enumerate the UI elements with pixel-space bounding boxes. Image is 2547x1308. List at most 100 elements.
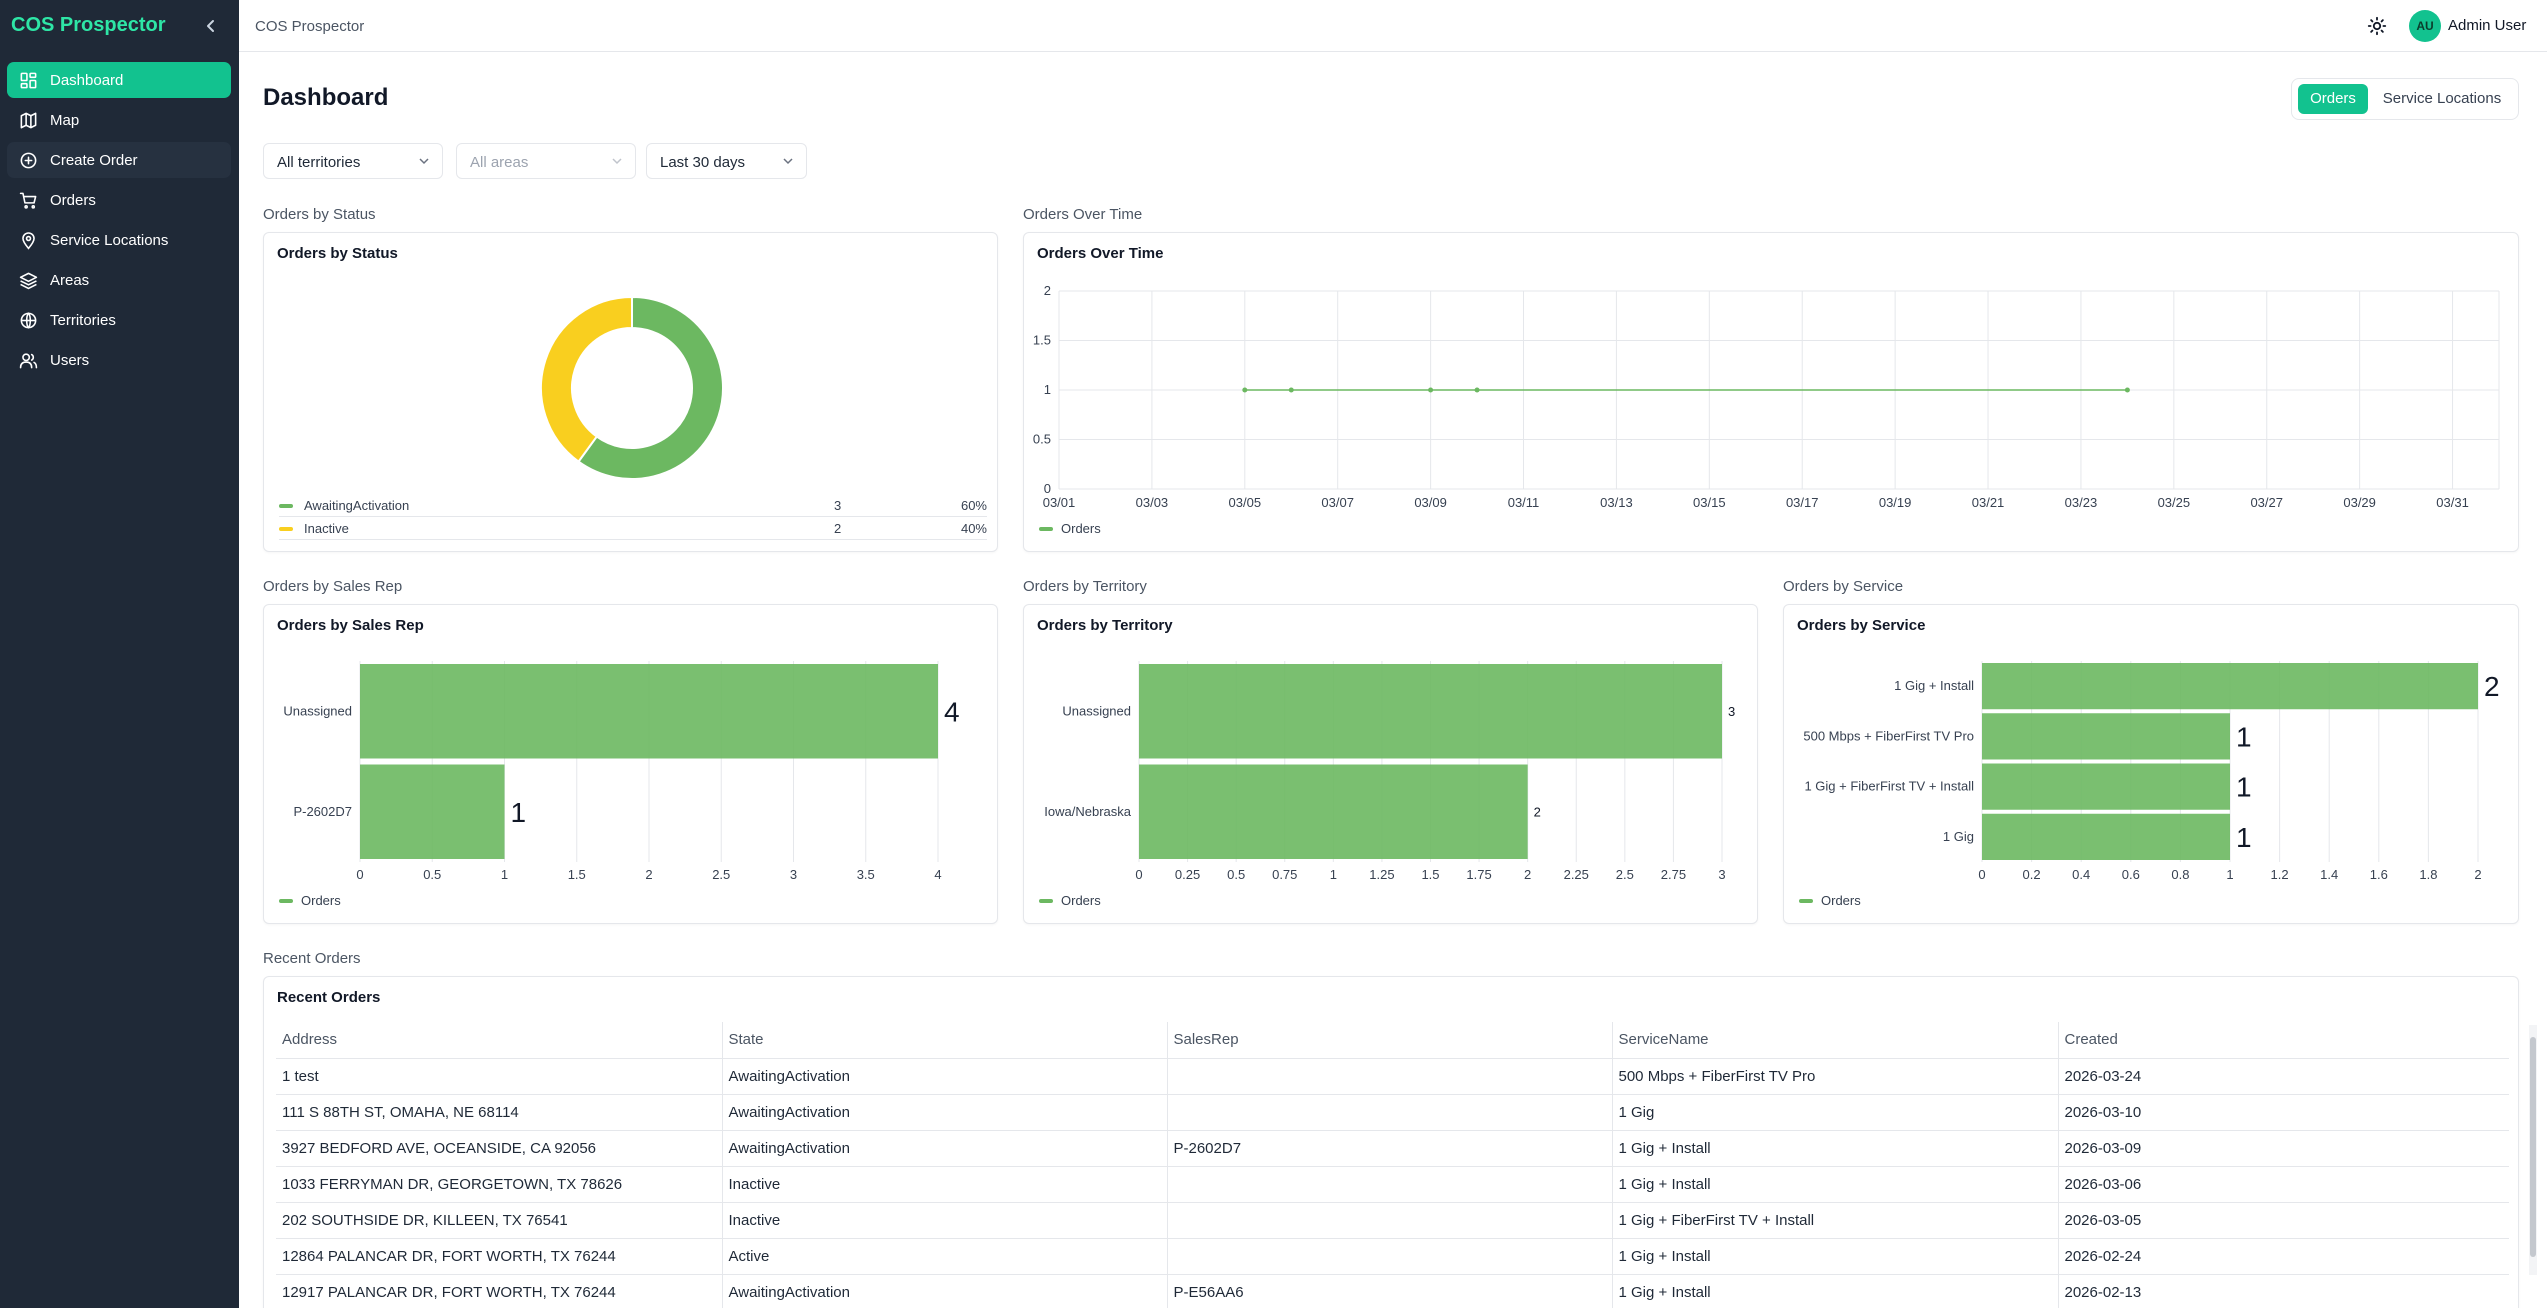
legend-swatch <box>1039 898 1053 903</box>
status-donut-chart <box>540 295 724 480</box>
orders-over-time-card: Orders Over Time 03/01 03/03 03/05 03/07 03/… <box>1023 232 2519 552</box>
date-range-select-value: Last 30 days <box>660 154 746 171</box>
table-cell: 12864 PALANCAR DR, FORT WORTH, TX 76244 <box>276 1238 723 1275</box>
breadcrumb[interactable]: COS Prospector <box>255 18 365 35</box>
bar-value-label: 4 <box>944 696 960 727</box>
x-tick-label: 3 <box>1718 867 1725 882</box>
sidebar-item-orders[interactable]: Orders <box>7 182 231 218</box>
table-cell: Active <box>722 1238 1168 1275</box>
table-cell: 3927 BEDFORD AVE, OCEANSIDE, CA 92056 <box>276 1130 723 1167</box>
legend-swatch <box>1799 898 1813 903</box>
view-toggle: Orders Service Locations <box>2291 78 2519 120</box>
table-scrollbar-thumb[interactable] <box>2530 1037 2536 1257</box>
globe-icon <box>19 311 38 330</box>
column-header[interactable]: State <box>722 1022 1168 1059</box>
table-cell: AwaitingActivation <box>722 1274 1168 1308</box>
x-tick-label: 2 <box>1524 867 1531 882</box>
x-tick-label: 03/23 <box>2065 495 2098 510</box>
column-header[interactable]: ServiceName <box>1612 1022 2059 1059</box>
x-tick-label: 0.4 <box>2072 867 2090 882</box>
x-tick-label: 0.25 <box>1175 867 1200 882</box>
area-select[interactable]: All areas <box>456 143 636 179</box>
x-tick-label: 0 <box>356 867 363 882</box>
table-row[interactable]: 111 S 88TH ST, OMAHA, NE 68114 AwaitingAc… <box>276 1094 2509 1131</box>
column-header[interactable]: Created <box>2058 1022 2509 1059</box>
recent-orders-table: Address State SalesRep ServiceName Created 1… <box>276 1022 2509 1308</box>
x-tick-label: 1.4 <box>2320 867 2338 882</box>
x-tick-label: 1.5 <box>568 867 586 882</box>
brand-title[interactable]: COS Prospector <box>11 14 166 36</box>
orders-by-territory-card: Orders by Territory 0 0.25 0.5 0.75 1 1.25 1.5… <box>1023 604 1758 924</box>
top-bar: COS Prospector AU Admin User <box>239 0 2547 52</box>
sidebar-item-create-order[interactable]: Create Order <box>7 142 231 178</box>
table-cell: 2026-03-05 <box>2058 1202 2509 1239</box>
table-row[interactable]: 1033 FERRYMAN DR, GEORGETOWN, TX 78626 In… <box>276 1166 2509 1203</box>
dashboard-icon <box>19 71 38 90</box>
y-category-label: 1 Gig <box>1943 829 1974 844</box>
service-bar-chart: 0 0.2 0.4 0.6 0.8 1 1.2 1.4 1.6 1.8 2 1 Gig + Insta… <box>1803 661 2500 882</box>
x-tick-label: 2.75 <box>1661 867 1686 882</box>
data-point <box>1288 387 1294 393</box>
view-orders-button[interactable]: Orders <box>2298 84 2368 114</box>
x-tick-label: 03/15 <box>1693 495 1726 510</box>
y-category-label: 1 Gig + Install <box>1894 678 1974 693</box>
legend-swatch <box>279 504 293 508</box>
bar <box>1982 813 2230 860</box>
bar <box>1982 663 2478 710</box>
sidebar-item-map[interactable]: Map <box>7 102 231 138</box>
data-point <box>2124 387 2130 393</box>
table-row[interactable]: 1 test AwaitingActivation 500 Mbps + Fiber… <box>276 1058 2509 1095</box>
table-cell: 1 Gig + FiberFirst TV + Install <box>1612 1202 2059 1239</box>
table-cell: 1033 FERRYMAN DR, GEORGETOWN, TX 78626 <box>276 1166 723 1203</box>
x-tick-label: 03/21 <box>1972 495 2005 510</box>
table-row[interactable]: 12864 PALANCAR DR, FORT WORTH, TX 76244 A… <box>276 1238 2509 1275</box>
page-title: Dashboard <box>263 84 389 111</box>
x-tick-label: 1 <box>501 867 508 882</box>
table-header-row: Address State SalesRep ServiceName Created <box>276 1022 2509 1059</box>
section-label-recent: Recent Orders <box>263 950 361 967</box>
sidebar-item-service-locations[interactable]: Service Locations <box>7 222 231 258</box>
table-cell <box>1167 1166 1613 1203</box>
table-row[interactable]: 12917 PALANCAR DR, FORT WORTH, TX 76244 A… <box>276 1274 2509 1308</box>
theme-toggle-button[interactable] <box>2366 15 2388 37</box>
y-tick-label: 1.5 <box>1033 333 1051 348</box>
view-service-locations-button[interactable]: Service Locations <box>2382 90 2502 107</box>
sidebar-item-label: Users <box>50 352 90 369</box>
sidebar-item-label: Orders <box>50 192 96 209</box>
legend-percent: 40% <box>960 521 987 536</box>
table-cell <box>1167 1058 1613 1095</box>
sidebar-item-areas[interactable]: Areas <box>7 262 231 298</box>
map-icon <box>19 111 38 130</box>
data-point <box>1474 387 1480 393</box>
territory-select[interactable]: All territories <box>263 143 443 179</box>
section-label-status: Orders by Status <box>263 206 376 223</box>
collapse-sidebar-button[interactable] <box>202 16 220 36</box>
sidebar-item-territories[interactable]: Territories <box>7 302 231 338</box>
y-category-label: Iowa/Nebraska <box>1044 804 1131 819</box>
column-header[interactable]: SalesRep <box>1167 1022 1613 1059</box>
x-tick-label: 03/17 <box>1786 495 1819 510</box>
x-tick-label: 03/07 <box>1321 495 1354 510</box>
legend-label: Orders <box>301 893 341 908</box>
table-cell: 2026-03-09 <box>2058 1130 2509 1167</box>
table-row[interactable]: 3927 BEDFORD AVE, OCEANSIDE, CA 92056 Awa… <box>276 1130 2509 1167</box>
user-name[interactable]: Admin User <box>2448 17 2527 34</box>
sidebar-item-users[interactable]: Users <box>7 342 231 378</box>
date-range-select[interactable]: Last 30 days <box>646 143 807 179</box>
table-cell <box>1167 1202 1613 1239</box>
column-header[interactable]: Address <box>276 1022 723 1059</box>
table-row[interactable]: 202 SOUTHSIDE DR, KILLEEN, TX 76541 Inact… <box>276 1202 2509 1239</box>
y-category-label: Unassigned <box>1062 703 1131 718</box>
sidebar-item-dashboard[interactable]: Dashboard <box>7 62 231 98</box>
x-tick-label: 03/09 <box>1414 495 1447 510</box>
table-cell <box>1167 1094 1613 1131</box>
x-tick-label: 1.8 <box>2419 867 2437 882</box>
x-tick-label: 1.2 <box>2271 867 2289 882</box>
sidebar-item-label: Service Locations <box>50 232 169 249</box>
x-tick-label: 2 <box>645 867 652 882</box>
table-cell: P-2602D7 <box>1167 1130 1613 1167</box>
avatar[interactable]: AU <box>2409 10 2441 42</box>
table-cell: 1 Gig + Install <box>1612 1130 2059 1167</box>
sidebar-item-label: Map <box>50 112 80 129</box>
chart-title: Orders by Sales Rep <box>277 617 424 634</box>
